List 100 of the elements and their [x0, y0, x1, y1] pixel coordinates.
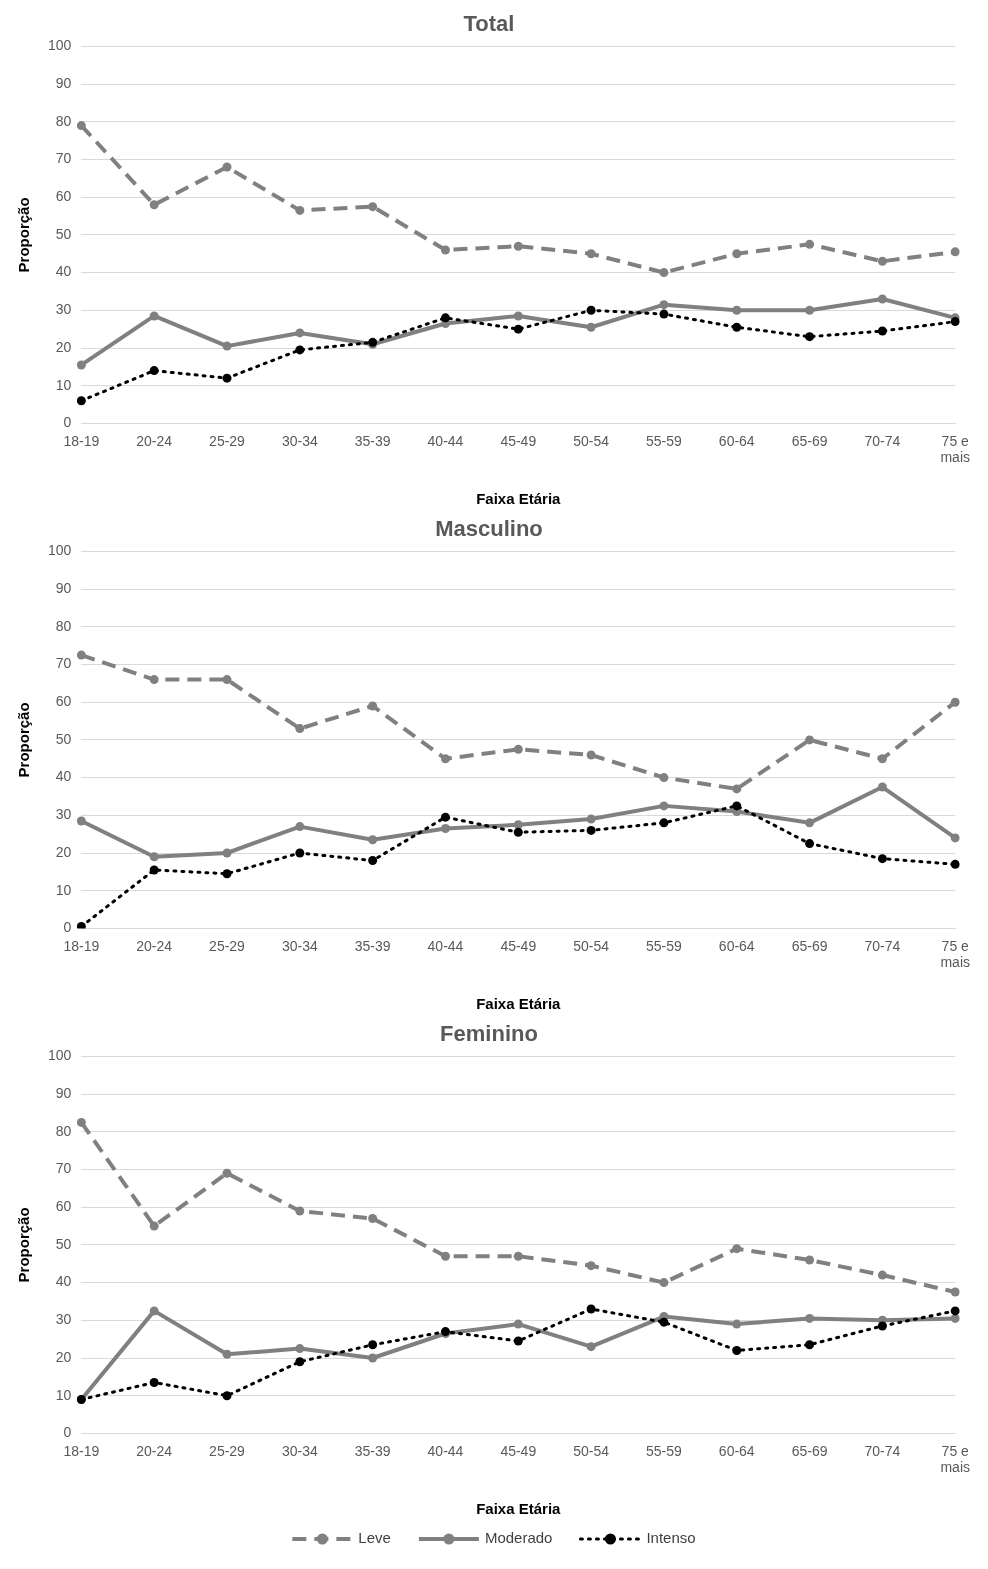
- y-tick-label: 90: [55, 74, 72, 91]
- point: [222, 373, 232, 383]
- x-tick-label: 40-44: [427, 937, 464, 954]
- x-tick-label: 30-34: [281, 432, 318, 449]
- point: [222, 1168, 232, 1178]
- y-tick-label: 40: [55, 263, 72, 280]
- point: [513, 820, 523, 830]
- y-tick-label: 0: [63, 919, 72, 936]
- y-tick-label: 20: [55, 1348, 72, 1365]
- point: [586, 305, 596, 315]
- point: [295, 1357, 305, 1367]
- point: [222, 1391, 232, 1401]
- point: [877, 782, 887, 792]
- point: [732, 801, 742, 811]
- y-tick-label: 50: [55, 730, 72, 747]
- y-tick-label: 0: [63, 414, 72, 431]
- x-tick-label: 50-54: [573, 937, 610, 954]
- x-tick-label: 18-19: [63, 432, 100, 449]
- x-tick-label: 25-29: [209, 937, 246, 954]
- x-tick-label: 30-34: [281, 1442, 318, 1459]
- y-tick-label: 30: [55, 301, 72, 318]
- point: [76, 121, 86, 131]
- point: [222, 341, 232, 351]
- x-tick-label: 55-59: [646, 937, 683, 954]
- x-tick-label: 20-24: [136, 432, 173, 449]
- point: [586, 1342, 596, 1352]
- point: [368, 1214, 378, 1224]
- point: [659, 818, 669, 828]
- point: [805, 735, 815, 745]
- point: [805, 839, 815, 849]
- point: [659, 309, 669, 319]
- x-tick-label: 65-69: [791, 432, 828, 449]
- point: [805, 332, 815, 342]
- chart-title: Feminino: [440, 1021, 538, 1047]
- x-tick-label: 20-24: [136, 937, 173, 954]
- y-tick-label: 20: [55, 338, 72, 355]
- x-tick-label: 45-49: [500, 937, 537, 954]
- point: [586, 249, 596, 259]
- point: [805, 1340, 815, 1350]
- point: [76, 1117, 86, 1127]
- point: [950, 247, 960, 257]
- point: [513, 1251, 523, 1261]
- y-tick-label: 10: [55, 1386, 72, 1403]
- point: [877, 326, 887, 336]
- point: [368, 1353, 378, 1363]
- x-tick-label: 60-64: [718, 1442, 755, 1459]
- x-tick-label: 45-49: [500, 432, 537, 449]
- point: [805, 1255, 815, 1265]
- point: [950, 1313, 960, 1323]
- x-tick-label: 75 e mais: [940, 432, 970, 466]
- y-tick-label: 40: [55, 768, 72, 785]
- point: [440, 313, 450, 323]
- point: [76, 650, 86, 660]
- x-tick-label: 18-19: [63, 937, 100, 954]
- point: [295, 822, 305, 832]
- y-tick-label: 40: [55, 1273, 72, 1290]
- y-tick-label: 70: [55, 655, 72, 672]
- chart-title: Masculino: [435, 516, 543, 542]
- point: [222, 848, 232, 858]
- point: [732, 1345, 742, 1355]
- point: [586, 1304, 596, 1314]
- x-tick-label: 25-29: [209, 1442, 246, 1459]
- x-tick-label: 40-44: [427, 1442, 464, 1459]
- point: [76, 396, 86, 406]
- point: [586, 814, 596, 824]
- y-tick-label: 10: [55, 881, 72, 898]
- y-tick-label: 20: [55, 843, 72, 860]
- y-axis-title: Proporção: [15, 197, 33, 273]
- point: [877, 256, 887, 266]
- point: [586, 322, 596, 332]
- point: [659, 1317, 669, 1327]
- point: [877, 1270, 887, 1280]
- x-tick-label: 25-29: [209, 432, 246, 449]
- point: [368, 856, 378, 866]
- point: [513, 324, 523, 334]
- point: [149, 1221, 159, 1231]
- point: [295, 205, 305, 215]
- x-tick-label: 30-34: [281, 937, 318, 954]
- y-tick-label: 100: [48, 37, 72, 54]
- y-tick-label: 80: [55, 112, 72, 129]
- point: [659, 268, 669, 278]
- legend-label: Moderado: [484, 1529, 553, 1547]
- point: [149, 865, 159, 875]
- point: [732, 784, 742, 794]
- y-tick-label: 30: [55, 806, 72, 823]
- point: [877, 854, 887, 864]
- point: [295, 328, 305, 338]
- x-tick-label: 20-24: [136, 1442, 173, 1459]
- point: [950, 1306, 960, 1316]
- point: [877, 754, 887, 764]
- point: [513, 827, 523, 837]
- point: [222, 869, 232, 879]
- point: [659, 1278, 669, 1288]
- y-tick-label: 0: [63, 1424, 72, 1441]
- point: [950, 833, 960, 843]
- y-tick-label: 70: [55, 150, 72, 167]
- y-tick-label: 90: [55, 1084, 72, 1101]
- x-tick-label: 50-54: [573, 432, 610, 449]
- point: [149, 200, 159, 210]
- point: [659, 300, 669, 310]
